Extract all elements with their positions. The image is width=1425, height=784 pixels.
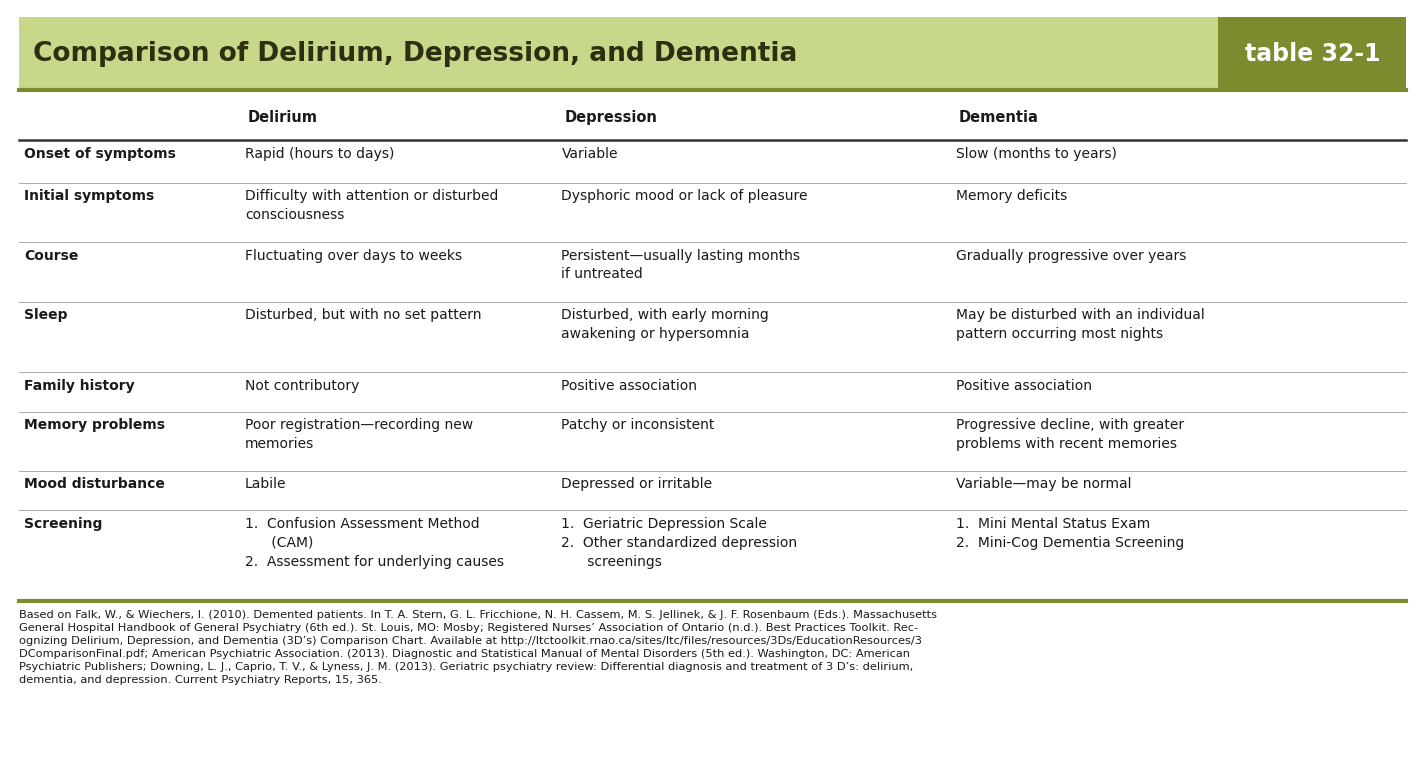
Text: Initial symptoms: Initial symptoms xyxy=(24,189,154,203)
Text: Rapid (hours to days): Rapid (hours to days) xyxy=(245,147,395,161)
Text: Positive association: Positive association xyxy=(956,379,1092,393)
Text: Comparison of Delirium, Depression, and Dementia: Comparison of Delirium, Depression, and … xyxy=(33,41,797,67)
Text: Not contributory: Not contributory xyxy=(245,379,359,393)
Text: Onset of symptoms: Onset of symptoms xyxy=(24,147,177,161)
Text: Gradually progressive over years: Gradually progressive over years xyxy=(956,249,1186,263)
Text: Progressive decline, with greater
problems with recent memories: Progressive decline, with greater proble… xyxy=(956,418,1184,451)
Text: Dementia: Dementia xyxy=(959,110,1039,125)
Text: Dysphoric mood or lack of pleasure: Dysphoric mood or lack of pleasure xyxy=(561,189,808,203)
Text: Slow (months to years): Slow (months to years) xyxy=(956,147,1116,161)
Text: 1.  Mini Mental Status Exam
2.  Mini-Cog Dementia Screening: 1. Mini Mental Status Exam 2. Mini-Cog D… xyxy=(956,517,1184,550)
Text: Variable—may be normal: Variable—may be normal xyxy=(956,477,1131,492)
Text: Poor registration—recording new
memories: Poor registration—recording new memories xyxy=(245,418,473,451)
Text: Sleep: Sleep xyxy=(24,308,68,322)
Text: Patchy or inconsistent: Patchy or inconsistent xyxy=(561,418,715,432)
Text: Disturbed, but with no set pattern: Disturbed, but with no set pattern xyxy=(245,308,482,322)
Text: Family history: Family history xyxy=(24,379,135,393)
Text: Difficulty with attention or disturbed
consciousness: Difficulty with attention or disturbed c… xyxy=(245,189,499,222)
Text: May be disturbed with an individual
pattern occurring most nights: May be disturbed with an individual patt… xyxy=(956,308,1204,341)
Text: table 32-1: table 32-1 xyxy=(1244,42,1381,66)
Text: Positive association: Positive association xyxy=(561,379,697,393)
Text: Fluctuating over days to weeks: Fluctuating over days to weeks xyxy=(245,249,462,263)
Text: Depression: Depression xyxy=(564,110,657,125)
Text: Variable: Variable xyxy=(561,147,618,161)
Text: Screening: Screening xyxy=(24,517,103,531)
Text: Mood disturbance: Mood disturbance xyxy=(24,477,165,492)
Text: Persistent—usually lasting months
if untreated: Persistent—usually lasting months if unt… xyxy=(561,249,801,281)
Text: Depressed or irritable: Depressed or irritable xyxy=(561,477,712,492)
Text: Delirium: Delirium xyxy=(248,110,318,125)
Text: Memory problems: Memory problems xyxy=(24,418,165,432)
Text: Disturbed, with early morning
awakening or hypersomnia: Disturbed, with early morning awakening … xyxy=(561,308,770,341)
Text: Memory deficits: Memory deficits xyxy=(956,189,1067,203)
Text: Labile: Labile xyxy=(245,477,286,492)
Text: Course: Course xyxy=(24,249,78,263)
Bar xyxy=(19,17,1406,90)
Bar xyxy=(1218,17,1406,90)
Text: Based on Falk, W., & Wiechers, I. (2010). Demented patients. In T. A. Stern, G. : Based on Falk, W., & Wiechers, I. (2010)… xyxy=(19,610,936,685)
Text: 1.  Geriatric Depression Scale
2.  Other standardized depression
      screening: 1. Geriatric Depression Scale 2. Other s… xyxy=(561,517,798,568)
Text: 1.  Confusion Assessment Method
      (CAM)
2.  Assessment for underlying causes: 1. Confusion Assessment Method (CAM) 2. … xyxy=(245,517,504,568)
